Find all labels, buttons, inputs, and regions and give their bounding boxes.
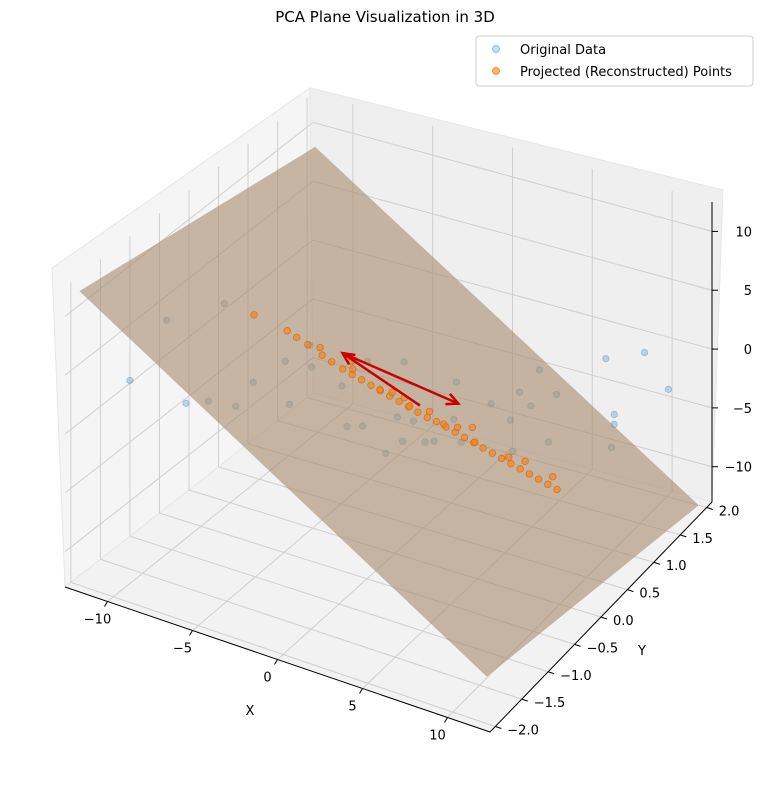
principal-component-arrow xyxy=(341,351,459,405)
projected-data-point xyxy=(318,351,326,359)
projected-data-point xyxy=(425,407,434,416)
grid-line-y-floor xyxy=(70,581,496,727)
projected-data-point xyxy=(423,413,431,422)
projected-data-point xyxy=(339,365,347,373)
legend-marker-projected xyxy=(492,67,500,75)
legend-marker-original xyxy=(492,45,500,53)
x-tick-label: −10 xyxy=(84,613,111,628)
grid-line-y-floor xyxy=(100,558,522,700)
projected-data-point xyxy=(453,423,462,431)
x-tick-label: 10 xyxy=(429,729,446,744)
projected-data-point xyxy=(468,423,477,432)
projected-data-point xyxy=(471,438,479,446)
projected-data-point xyxy=(497,454,506,463)
x-tick-label: −5 xyxy=(173,642,192,657)
plot-area xyxy=(79,146,699,677)
principal-component-arrow xyxy=(341,352,421,407)
y-tick-mark xyxy=(521,698,528,702)
x-tick-mark xyxy=(189,630,193,636)
projected-data-point xyxy=(283,327,291,335)
projected-data-point xyxy=(304,340,312,349)
legend-label-original: Original Data xyxy=(520,43,606,58)
projected-data-point xyxy=(525,470,534,478)
x-tick-mark xyxy=(444,717,448,723)
axes: −10 −5 0 5 10 −2.0 −1.5 −1.0 −0.5 0.0 0.5 1.0 1.5 2.0… xyxy=(64,202,752,744)
z-tick-label: 0 xyxy=(744,343,752,358)
projected-data-point xyxy=(553,485,561,494)
projected-data-point xyxy=(505,453,513,461)
y-tick-mark xyxy=(653,561,661,565)
projected-data-point xyxy=(405,402,414,410)
original-data-point xyxy=(182,399,190,407)
grid-line-z-back xyxy=(312,121,713,232)
projected-data-point xyxy=(544,480,552,489)
projected-data-point xyxy=(488,449,497,457)
projected-data-point xyxy=(534,475,543,483)
original-data-point xyxy=(602,355,610,363)
y-tick-label: −1.5 xyxy=(534,696,566,711)
original-data-point xyxy=(126,376,134,385)
y-tick-mark xyxy=(547,671,555,675)
projected-data-point xyxy=(440,420,448,428)
y-tick-mark xyxy=(574,643,581,647)
projected-data-point xyxy=(292,333,301,342)
z-tick-label: 10 xyxy=(735,225,752,240)
y-tick-label: 0.5 xyxy=(639,587,660,602)
projected-data-point xyxy=(507,459,515,468)
y-tick-mark xyxy=(495,726,502,729)
x-tick-mark xyxy=(274,659,278,665)
arrow-head xyxy=(445,392,461,406)
chart-title: PCA Plane Visualization in 3D xyxy=(275,8,495,26)
projected-data-point xyxy=(357,376,366,384)
projected-data-point xyxy=(549,473,557,481)
y-tick-label: −0.5 xyxy=(587,641,619,656)
projected-data-point xyxy=(521,457,529,465)
y-axis-label: Y xyxy=(637,644,646,659)
y-tick-label: 1.0 xyxy=(666,559,687,574)
projected-data-point xyxy=(349,365,357,373)
y-tick-mark xyxy=(706,507,713,510)
x-tick-label: 0 xyxy=(263,671,271,686)
x-axis-label: X xyxy=(246,704,255,719)
y-tick-label: 2.0 xyxy=(719,504,740,519)
original-data-point xyxy=(664,385,672,393)
projected-data-point xyxy=(414,408,422,416)
y-tick-mark xyxy=(600,616,608,620)
z-tick-label: −10 xyxy=(725,461,752,476)
z-tick-label: −5 xyxy=(733,402,752,417)
projected-data-point xyxy=(316,343,324,352)
projected-data-point xyxy=(388,388,396,397)
y-tick-label: 1.5 xyxy=(692,532,713,547)
y-tick-mark xyxy=(680,534,687,538)
x-tick-label: 5 xyxy=(348,700,356,715)
projected-data-point xyxy=(327,358,336,366)
projected-data-point xyxy=(432,417,441,426)
original-data-point xyxy=(610,410,618,419)
legend-box xyxy=(475,35,754,87)
x-tick-mark xyxy=(104,601,108,607)
projected-data-point xyxy=(516,465,524,473)
y-tick-label: −2.0 xyxy=(507,724,539,739)
grid-line-z-back xyxy=(312,180,713,291)
y-tick-label: 0.0 xyxy=(613,614,634,629)
projected-data-point xyxy=(479,444,487,452)
projected-data-point xyxy=(250,311,258,319)
z-tick-label: 5 xyxy=(744,284,752,299)
y-tick-label: −1.0 xyxy=(560,669,592,684)
original-data-point xyxy=(640,348,649,357)
projected-data-point xyxy=(367,381,375,389)
projected-data-point xyxy=(460,433,469,442)
legend: Original Data Projected (Reconstructed) … xyxy=(475,35,754,87)
projected-data-point xyxy=(376,385,384,394)
y-tick-mark xyxy=(627,589,634,593)
pca-plane xyxy=(79,146,699,677)
projected-data-point xyxy=(395,397,403,406)
legend-label-projected: Projected (Reconstructed) Points xyxy=(520,65,732,80)
x-tick-mark xyxy=(359,688,363,694)
